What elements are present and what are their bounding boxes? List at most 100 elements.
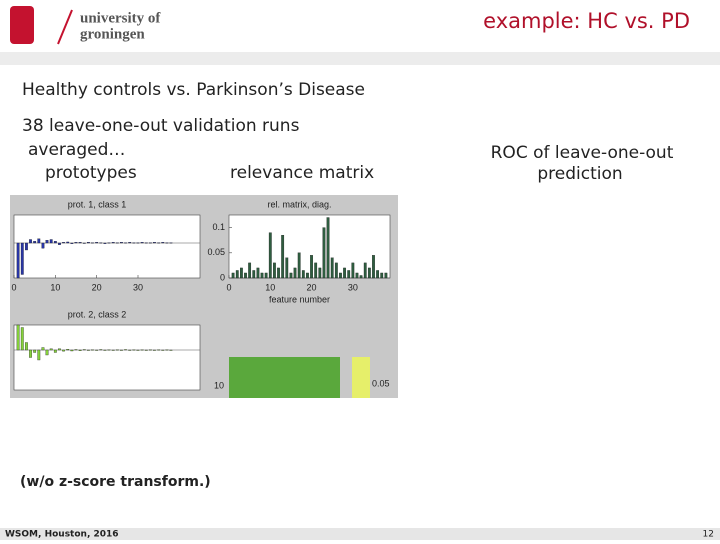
bar bbox=[91, 242, 94, 244]
bar bbox=[157, 349, 161, 351]
bar bbox=[330, 257, 334, 279]
caption: prediction bbox=[537, 164, 622, 184]
bar bbox=[140, 242, 144, 244]
bar bbox=[244, 272, 247, 279]
bar bbox=[359, 275, 363, 279]
bar bbox=[322, 227, 326, 279]
bar bbox=[343, 267, 346, 279]
bar bbox=[248, 262, 252, 279]
bar bbox=[355, 272, 359, 279]
bar bbox=[49, 239, 53, 244]
note: (w/o z-score transform.) bbox=[20, 474, 211, 490]
caption: ROC of leave-one-out bbox=[491, 143, 674, 163]
logo-text: groningen bbox=[80, 26, 145, 42]
x-tick-label: 10 bbox=[50, 282, 60, 292]
bar bbox=[128, 349, 132, 351]
text-line: averaged… bbox=[28, 140, 125, 160]
bar bbox=[74, 349, 78, 351]
bar bbox=[297, 252, 301, 279]
x-label: feature number bbox=[269, 294, 330, 304]
matrix-tick: 10 bbox=[214, 380, 224, 390]
bar bbox=[70, 242, 74, 244]
bar bbox=[124, 242, 127, 244]
bar bbox=[16, 242, 20, 279]
bar bbox=[231, 272, 235, 279]
bar bbox=[376, 270, 380, 279]
logo-text: university of bbox=[80, 10, 161, 26]
bar bbox=[367, 267, 371, 279]
bar bbox=[310, 255, 313, 279]
page-number: 12 bbox=[703, 530, 714, 540]
bar bbox=[95, 349, 99, 351]
bar bbox=[256, 267, 260, 279]
panel-title: rel. matrix, diag. bbox=[267, 199, 331, 209]
bar bbox=[91, 349, 94, 351]
bar bbox=[153, 242, 156, 244]
bar bbox=[347, 270, 351, 279]
bar bbox=[29, 239, 32, 244]
bar bbox=[326, 217, 330, 279]
axes bbox=[13, 324, 201, 391]
bar bbox=[318, 267, 322, 279]
logo-slash bbox=[57, 9, 73, 45]
x-tick-label: 0 bbox=[226, 282, 231, 292]
subtitle: Healthy controls vs. Parkinson’s Disease bbox=[22, 80, 365, 100]
x-tick-label: 30 bbox=[348, 282, 358, 292]
bar bbox=[165, 242, 169, 244]
bar bbox=[149, 242, 152, 244]
bar bbox=[95, 242, 99, 244]
bar bbox=[25, 342, 28, 351]
bar bbox=[144, 349, 148, 351]
x-tick-label: 30 bbox=[133, 282, 143, 292]
colorbar bbox=[352, 357, 370, 398]
plots: prot. 1, class 1 0 10 20 30 rel. matrix, diag… bbox=[11, 199, 391, 391]
bar bbox=[82, 242, 86, 244]
bar bbox=[132, 349, 136, 351]
bar bbox=[58, 242, 61, 245]
bar bbox=[70, 349, 74, 352]
bar bbox=[306, 272, 309, 279]
bar bbox=[78, 349, 82, 351]
bar bbox=[99, 242, 103, 244]
bar bbox=[264, 272, 268, 279]
axes bbox=[228, 214, 391, 279]
bar bbox=[58, 348, 61, 351]
bar bbox=[33, 241, 37, 244]
footer-band bbox=[0, 528, 720, 540]
bar bbox=[260, 272, 264, 279]
bar bbox=[363, 262, 367, 279]
footer-text: WSOM, Houston, 2016 bbox=[5, 530, 119, 540]
bar bbox=[66, 241, 70, 244]
axes bbox=[13, 214, 201, 279]
bar bbox=[153, 349, 156, 351]
bar bbox=[37, 238, 41, 244]
bar bbox=[111, 349, 115, 351]
caption: prototypes bbox=[45, 163, 137, 183]
bar bbox=[120, 242, 123, 244]
bar bbox=[45, 240, 49, 244]
bar bbox=[169, 349, 173, 351]
bar bbox=[115, 349, 119, 351]
bar bbox=[41, 242, 45, 249]
bar bbox=[165, 349, 169, 351]
bar bbox=[53, 349, 57, 353]
y-tick-label: 0.05 bbox=[207, 247, 225, 257]
bar bbox=[62, 349, 65, 352]
colorbar-tick: 0.05 bbox=[372, 378, 390, 388]
bar bbox=[384, 272, 388, 279]
bar bbox=[99, 349, 103, 351]
bar bbox=[103, 349, 107, 351]
caption: relevance matrix bbox=[230, 163, 374, 183]
bar bbox=[66, 349, 70, 351]
bar bbox=[78, 242, 82, 244]
bar bbox=[53, 241, 57, 244]
bar bbox=[169, 242, 173, 244]
bar bbox=[82, 349, 86, 351]
bar bbox=[140, 349, 144, 351]
bar bbox=[301, 270, 305, 279]
logo-shield bbox=[10, 6, 34, 44]
bar bbox=[293, 267, 297, 279]
x-tick-label: 20 bbox=[92, 282, 102, 292]
